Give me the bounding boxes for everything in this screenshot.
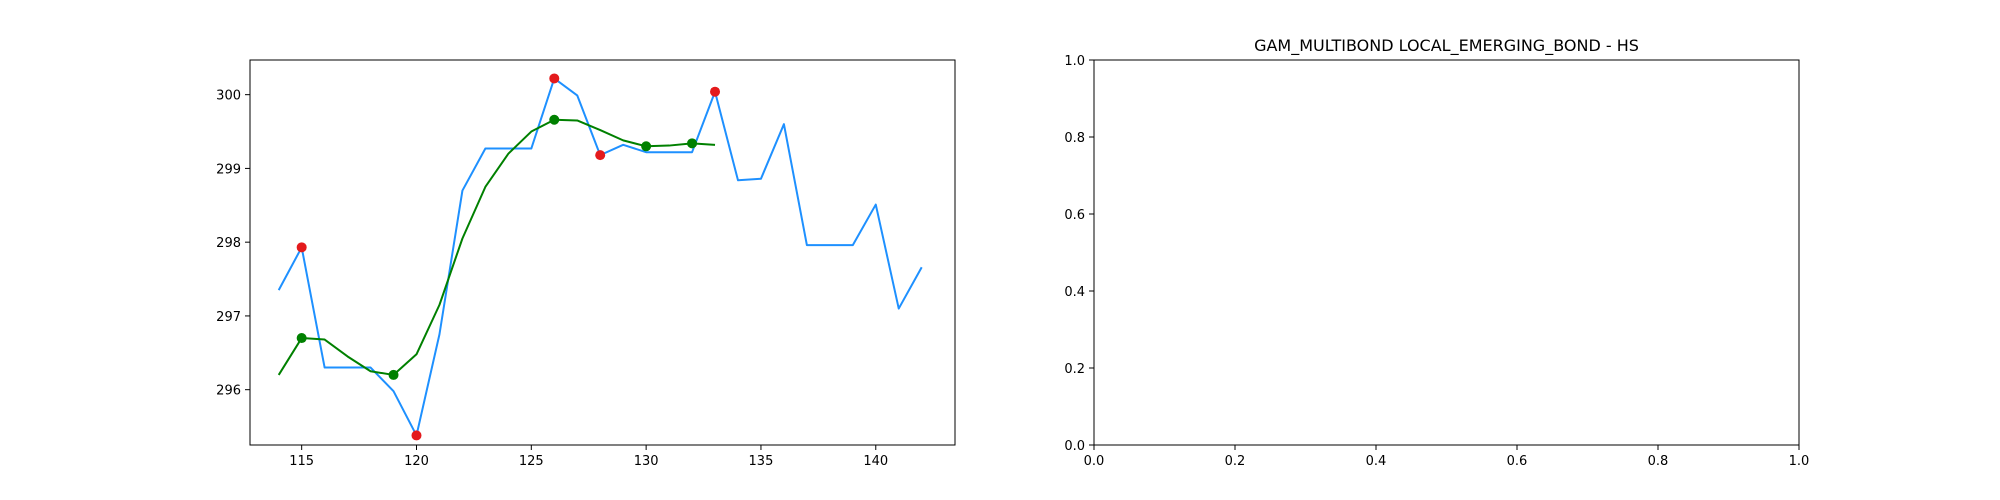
chart-left-axes-frame	[249, 59, 956, 446]
chart-left-scatter-point-2	[411, 430, 422, 441]
chart-right-ytick-label: 0.4	[1064, 285, 1085, 300]
chart-left-scatter-point-3	[388, 369, 399, 380]
chart-left-tick-layer: 115 120 125 130 135 140 296 297 298 299 300	[216, 89, 888, 469]
chart-left-scatter-point-2	[710, 86, 721, 97]
chart-left-xtick-label: 140	[863, 454, 888, 469]
chart-right-ytick-label: 0.6	[1064, 208, 1085, 223]
chart-right-xtick-label: 1.0	[1789, 454, 1810, 469]
chart-left-scatter-point-3	[687, 138, 698, 149]
chart-right-xtick-label: 0.6	[1507, 454, 1528, 469]
chart-right: GAM_MULTIBOND LOCAL_EMERGING_BOND - HS 0…	[1064, 36, 1809, 469]
chart-left-ytick-label: 298	[216, 236, 241, 251]
chart-right-ytick-label: 0.0	[1064, 439, 1085, 454]
chart-left-scatter-point-3	[641, 141, 652, 152]
chart-left-scatter-point-2	[595, 150, 606, 161]
chart-left-xtick-label: 135	[749, 454, 774, 469]
chart-left-scatter-point-3	[296, 333, 307, 344]
chart-left-series-layer	[277, 73, 923, 441]
chart-right-xtick-label: 0.4	[1366, 454, 1387, 469]
chart-left-xtick-label: 120	[404, 454, 429, 469]
chart-right-tick-layer: 0.0 0.2 0.4 0.6 0.8 1.0 0.0 0.2 0.4 0.6 0.8 1.0	[1064, 54, 1809, 469]
chart-right-axes-frame	[1093, 59, 1800, 446]
chart-left-xtick-label: 130	[634, 454, 659, 469]
chart-right-ytick-label: 1.0	[1064, 54, 1085, 69]
chart-right-xtick-label: 0.8	[1648, 454, 1669, 469]
chart-left-scatter-point-3	[549, 114, 560, 125]
chart-right-xtick-label: 0.2	[1225, 454, 1246, 469]
chart-left-ytick-label: 300	[216, 89, 241, 104]
chart-left: 115 120 125 130 135 140 296 297 298 299 300	[216, 59, 956, 469]
chart-left-ytick-label: 299	[216, 162, 241, 177]
chart-right-title: GAM_MULTIBOND LOCAL_EMERGING_BOND - HS	[1254, 36, 1639, 56]
chart-right-xtick-label: 0.0	[1084, 454, 1105, 469]
chart-right-ytick-label: 0.2	[1064, 362, 1085, 377]
chart-right-ytick-label: 0.8	[1064, 131, 1085, 146]
chart-left-ytick-label: 297	[216, 310, 241, 325]
chart-left-scatter-point-2	[296, 242, 307, 253]
chart-left-scatter-point-2	[549, 73, 560, 84]
chart-left-xtick-label: 125	[519, 454, 544, 469]
chart-left-ytick-label: 296	[216, 384, 241, 399]
chart-left-xtick-label: 115	[289, 454, 314, 469]
